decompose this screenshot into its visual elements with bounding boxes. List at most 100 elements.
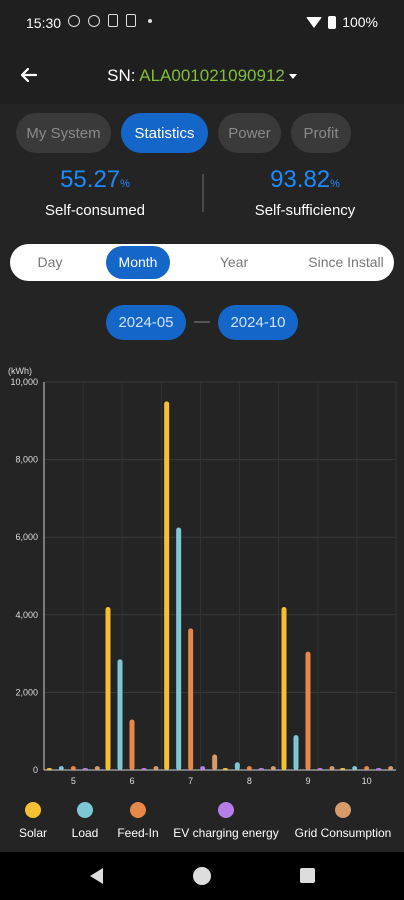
legend-item-load[interactable]: Load: [25, 800, 145, 840]
app-header: SN: ALA001021090912: [0, 48, 404, 104]
serial-number-label: SN:: [107, 66, 140, 85]
status-time: 15:30: [26, 15, 62, 31]
bar-grid-consumption-9: [329, 766, 335, 770]
x-tick-label: 9: [305, 776, 310, 786]
bar-ev-charging-energy-7: [200, 766, 206, 770]
bar-ev-charging-energy-6: [141, 768, 147, 770]
bar-load-10: [352, 766, 358, 770]
legend-dot-icon: [218, 802, 234, 818]
bar-solar-7: [164, 401, 170, 770]
y-axis-unit-label: (kWh): [8, 366, 32, 376]
system-navigation-bar: [0, 852, 404, 900]
chart-legend: Solar Load Feed-In EV charging energy Grid C…: [0, 800, 404, 848]
x-tick-label: 5: [71, 776, 76, 786]
serial-number-selector[interactable]: SN: ALA001021090912: [0, 66, 404, 86]
bar-load-6: [117, 659, 123, 770]
status-bar: 15:30 100%: [0, 0, 404, 48]
period-month[interactable]: Month: [106, 246, 170, 279]
bar-feed-in-7: [188, 628, 194, 770]
back-arrow-icon[interactable]: [18, 64, 40, 86]
y-tick-label: 8,000: [15, 455, 38, 465]
bar-load-7: [176, 527, 182, 770]
period-day[interactable]: Day: [37, 254, 63, 270]
legend-item-grid-consumption[interactable]: Grid Consumption: [283, 800, 403, 840]
y-tick-label: 2,000: [15, 687, 38, 697]
self-consumed-value-line: 55.27%: [0, 166, 190, 194]
legend-label: Grid Consumption: [294, 826, 392, 840]
status-system-icons: 100%: [306, 14, 378, 30]
self-sufficiency-unit: %: [330, 178, 340, 190]
bar-ev-charging-energy-10: [376, 768, 382, 770]
self-consumed-label: Self-consumed: [44, 202, 146, 219]
legend-dot-icon: [25, 802, 41, 818]
battery-level: 100%: [342, 14, 378, 30]
status-notification-icons: [68, 14, 152, 27]
end-date-button[interactable]: 2024-10: [218, 305, 298, 340]
self-consumed-value: 55.27: [60, 166, 121, 193]
stat-divider: [202, 174, 204, 212]
bar-solar-10: [340, 768, 346, 770]
x-tick-label: 8: [247, 776, 252, 786]
bar-feed-in-10: [364, 766, 370, 770]
y-tick-label: 0: [33, 765, 38, 775]
chevron-down-icon: [288, 74, 297, 80]
wifi-icon: [306, 16, 323, 28]
bar-grid-consumption-7: [212, 754, 218, 770]
date-range-separator: [194, 321, 210, 323]
nav-back-icon[interactable]: [90, 868, 103, 884]
phone-notification-icon: [126, 14, 136, 27]
self-sufficiency-stat: 93.82% Self-sufficiency: [210, 166, 400, 219]
bar-ev-charging-energy-5: [82, 768, 88, 770]
bar-solar-6: [105, 607, 111, 770]
y-tick-label: 4,000: [15, 610, 38, 620]
period-since-install[interactable]: Since Install: [308, 254, 384, 270]
legend-dot-icon: [335, 802, 351, 818]
y-tick-label: 10,000: [10, 377, 38, 387]
start-date-button[interactable]: 2024-05: [106, 305, 186, 340]
bar-load-8: [234, 762, 240, 770]
bar-load-5: [58, 766, 64, 770]
bar-load-9: [293, 735, 299, 770]
bar-feed-in-6: [129, 719, 135, 770]
legend-label: Feed-In: [117, 826, 159, 840]
y-tick-label: 6,000: [15, 532, 38, 542]
self-sufficiency-label: Self-sufficiency: [254, 202, 356, 219]
legend-label: EV charging energy: [173, 826, 279, 840]
bar-feed-in-5: [70, 766, 76, 770]
bar-ev-charging-energy-9: [317, 768, 323, 770]
energy-bar-chart: (kWh) 0 2,000 4,000 6,000 8,000 10,000 5 6 7 8 9 10: [8, 366, 397, 786]
legend-dot-icon: [130, 802, 146, 818]
legend-label: Load: [71, 826, 99, 840]
bar-grid-consumption-8: [270, 766, 276, 770]
tab-statistics[interactable]: Statistics: [121, 113, 208, 153]
bar-solar-5: [46, 768, 52, 770]
nav-home-icon[interactable]: [193, 867, 211, 885]
legend-dot-icon: [77, 802, 93, 818]
more-notifications-icon: [148, 18, 152, 23]
bar-feed-in-9: [305, 651, 311, 770]
battery-icon: [328, 15, 337, 29]
bar-ev-charging-energy-8: [258, 768, 264, 770]
period-year[interactable]: Year: [219, 254, 249, 270]
x-tick-label: 6: [129, 776, 134, 786]
bar-solar-8: [222, 768, 228, 770]
bar-grid-consumption-10: [388, 766, 394, 770]
nav-recents-icon[interactable]: [300, 868, 315, 883]
x-tick-label: 10: [362, 776, 372, 786]
settings-notification-icon: [88, 14, 100, 27]
legend-item-feed-in[interactable]: Feed-In: [78, 800, 198, 840]
self-sufficiency-value: 93.82: [270, 166, 331, 193]
period-selector: Day Month Year Since Install: [10, 244, 394, 281]
bar-grid-consumption-5: [94, 766, 100, 770]
tab-my-system[interactable]: My System: [16, 113, 111, 153]
self-consumed-stat: 55.27% Self-consumed: [0, 166, 190, 219]
app-notification-icon: [68, 14, 80, 27]
tab-power[interactable]: Power: [218, 113, 281, 153]
self-consumed-unit: %: [120, 178, 130, 190]
bar-feed-in-8: [246, 766, 252, 770]
x-tick-label: 7: [188, 776, 193, 786]
tab-profit[interactable]: Profit: [291, 113, 351, 153]
legend-item-solar[interactable]: Solar: [0, 800, 93, 840]
legend-label: Solar: [18, 826, 47, 840]
legend-item-ev-charging-energy[interactable]: EV charging energy: [166, 800, 286, 840]
